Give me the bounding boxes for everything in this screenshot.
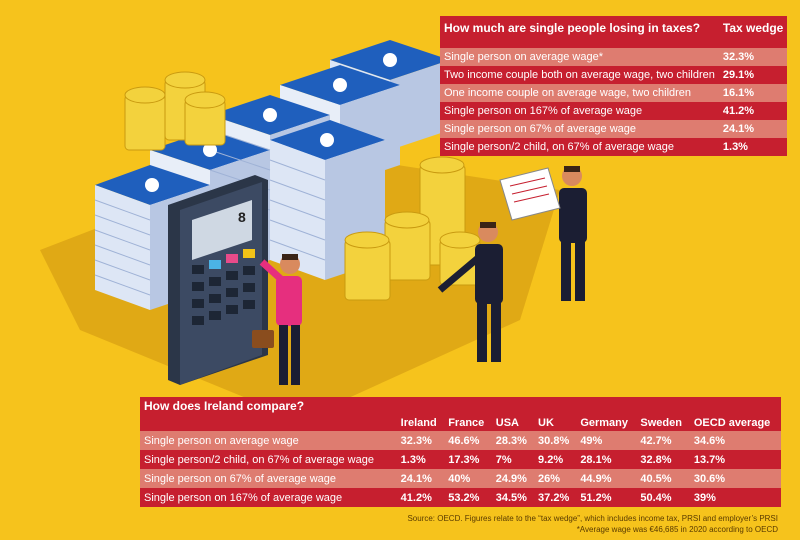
row-label: Two income couple both on average wage, … bbox=[444, 69, 715, 81]
table-row: Single person on average wage 32.3% 46.6… bbox=[140, 431, 781, 450]
cell-value: 9.2% bbox=[538, 453, 564, 466]
table-row: Single person on 67% of average wage 24.… bbox=[140, 469, 781, 488]
row-value: 29.1% bbox=[722, 69, 755, 81]
footnote: *Average wage was €46,685 in 2020 accord… bbox=[576, 525, 778, 534]
column-header: Ireland bbox=[400, 417, 437, 429]
cell-value: 39% bbox=[693, 491, 716, 504]
cell-value: 34.5% bbox=[495, 491, 527, 504]
row-value: 41.2% bbox=[722, 105, 755, 117]
cell-value: 34.6% bbox=[693, 434, 726, 447]
row-label: Single person on 167% of average wage bbox=[444, 105, 643, 117]
tax-table-header: How much are single people losing in tax… bbox=[440, 16, 788, 48]
cell-value: 24.9% bbox=[495, 472, 527, 485]
compare-header-row: Ireland France USA UK Germany Sweden OEC… bbox=[140, 415, 781, 431]
source-note: Source: OECD. Figures relate to the “tax… bbox=[407, 514, 778, 523]
row-label: Single person/2 child, on 67% of average… bbox=[144, 453, 374, 466]
cell-value: 42.7% bbox=[640, 434, 672, 447]
cell-value: 51.2% bbox=[580, 491, 612, 504]
coin-stacks bbox=[124, 71, 481, 301]
row-label: Single person on 167% of average wage bbox=[144, 491, 343, 504]
cell-value: 49% bbox=[580, 434, 603, 447]
column-header: Germany bbox=[580, 417, 629, 429]
cell-value: 41.2% bbox=[400, 491, 432, 504]
cell-value: 40.5% bbox=[640, 472, 672, 485]
cell-value: 28.3% bbox=[495, 434, 527, 447]
cell-value: 44.9% bbox=[580, 472, 612, 485]
row-label: Single person on average wage bbox=[144, 434, 299, 447]
cell-value: 24.1% bbox=[400, 472, 432, 485]
cell-value: 1.3% bbox=[400, 453, 426, 466]
businessman-pink-shirt bbox=[252, 254, 302, 385]
table-row: One income couple on average wage, two c… bbox=[440, 84, 788, 102]
table-row: Single person on 167% of average wage 41… bbox=[140, 488, 781, 507]
corner-cell bbox=[140, 415, 397, 431]
column-header: UK bbox=[538, 417, 554, 429]
cell-value: 17.3% bbox=[448, 453, 480, 466]
cell-value: 46.6% bbox=[448, 434, 480, 447]
table-row: Single person on average wage* 32.3% bbox=[440, 48, 788, 66]
cell-value: 32.8% bbox=[640, 453, 672, 466]
row-label: One income couple on average wage, two c… bbox=[444, 87, 692, 99]
cell-value: 7% bbox=[495, 453, 512, 466]
businessman-middle bbox=[437, 222, 503, 362]
column-header: France bbox=[448, 417, 485, 429]
businessman-reading-document bbox=[499, 166, 587, 301]
cell-value: 53.2% bbox=[448, 491, 480, 504]
cell-value: 30.6% bbox=[693, 472, 726, 485]
row-value: 1.3% bbox=[722, 141, 748, 153]
column-header: OECD average bbox=[693, 417, 771, 429]
compare-title-row: How does Ireland compare? bbox=[140, 397, 781, 415]
country-comparison-table: How does Ireland compare? Ireland France… bbox=[140, 397, 781, 507]
row-label: Single person on 67% of average wage bbox=[444, 123, 637, 135]
row-value: 24.1% bbox=[722, 123, 755, 135]
document-icon bbox=[499, 167, 561, 221]
table-row: Single person on 67% of average wage 24.… bbox=[440, 120, 788, 138]
table-row: Single person/2 child, on 67% of average… bbox=[440, 138, 788, 156]
cell-value: 28.1% bbox=[580, 453, 612, 466]
tax-wedge-table: How much are single people losing in tax… bbox=[440, 16, 788, 156]
row-value: 16.1% bbox=[722, 87, 755, 99]
row-label: Single person on average wage* bbox=[444, 51, 604, 63]
cell-value: 40% bbox=[448, 472, 471, 485]
column-header: Sweden bbox=[640, 417, 682, 429]
tax-table-value-header: Tax wedge bbox=[722, 21, 784, 35]
calculator-icon: 8 bbox=[168, 175, 268, 385]
cell-value: 37.2% bbox=[538, 491, 570, 504]
cell-value: 30.8% bbox=[538, 434, 570, 447]
cell-value: 13.7% bbox=[693, 453, 726, 466]
cell-value: 26% bbox=[538, 472, 561, 485]
calculator-display: 8 bbox=[238, 209, 246, 225]
cell-value: 50.4% bbox=[640, 491, 672, 504]
row-label: Single person/2 child, on 67% of average… bbox=[444, 141, 674, 153]
row-label: Single person on 67% of average wage bbox=[144, 472, 337, 485]
row-value: 32.3% bbox=[722, 51, 755, 63]
table-row: Single person/2 child, on 67% of average… bbox=[140, 450, 781, 469]
column-header: USA bbox=[495, 417, 519, 429]
compare-table-title: How does Ireland compare? bbox=[144, 399, 305, 413]
cell-value: 32.3% bbox=[400, 434, 432, 447]
tax-table-title: How much are single people losing in tax… bbox=[444, 21, 701, 35]
table-row: Two income couple both on average wage, … bbox=[440, 66, 788, 84]
table-row: Single person on 167% of average wage 41… bbox=[440, 102, 788, 120]
